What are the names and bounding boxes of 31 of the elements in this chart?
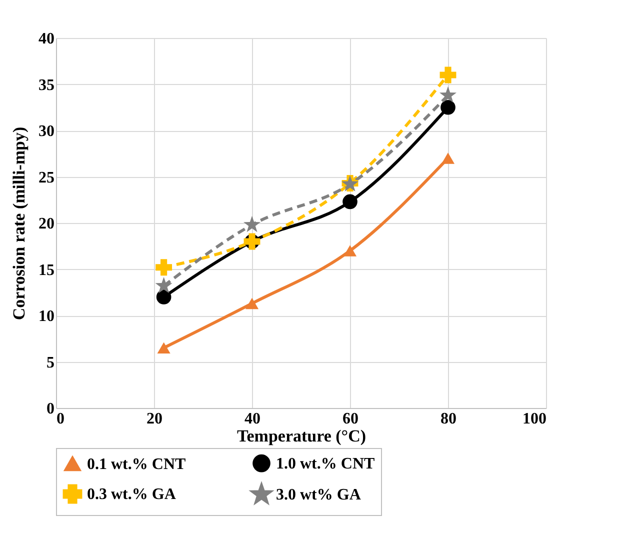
x-tick-label: 60 bbox=[342, 410, 358, 428]
point bbox=[156, 290, 172, 304]
y-tick-label: 35 bbox=[38, 76, 54, 94]
point bbox=[157, 342, 170, 354]
x-tick-label: 80 bbox=[440, 410, 456, 428]
legend-label: 3.0 wt% GA bbox=[276, 486, 362, 504]
point bbox=[343, 245, 357, 256]
point bbox=[342, 194, 358, 210]
x-axis-title: Temperature (°C) bbox=[236, 426, 366, 446]
y-tick-label: 20 bbox=[38, 216, 54, 232]
legend-label: 0.3 wt.% GA bbox=[87, 486, 176, 503]
point bbox=[439, 86, 457, 103]
y-tick-label: 30 bbox=[38, 123, 54, 140]
point bbox=[440, 100, 456, 115]
x-tick-label: 20 bbox=[146, 410, 162, 428]
x-tick-label: 40 bbox=[244, 410, 260, 428]
point bbox=[245, 298, 259, 310]
point bbox=[155, 276, 172, 294]
y-tick-label: 15 bbox=[38, 262, 54, 279]
x-tick-label: 100 bbox=[522, 410, 546, 428]
point bbox=[243, 216, 261, 232]
y-tick-label: 25 bbox=[38, 169, 54, 186]
y-tick-label: 5 bbox=[46, 354, 54, 372]
point bbox=[156, 259, 172, 276]
point bbox=[440, 66, 456, 84]
y-tick-label: 10 bbox=[38, 308, 54, 325]
point bbox=[441, 152, 455, 164]
legend-label: 0.1 wt.% CNT bbox=[87, 456, 186, 473]
y-tick-label: 40 bbox=[38, 30, 54, 48]
y-axis-title: Corrosion rate (milli-mpy) bbox=[10, 126, 28, 320]
legend-label: 1.0 wt.% CNT bbox=[276, 455, 375, 472]
